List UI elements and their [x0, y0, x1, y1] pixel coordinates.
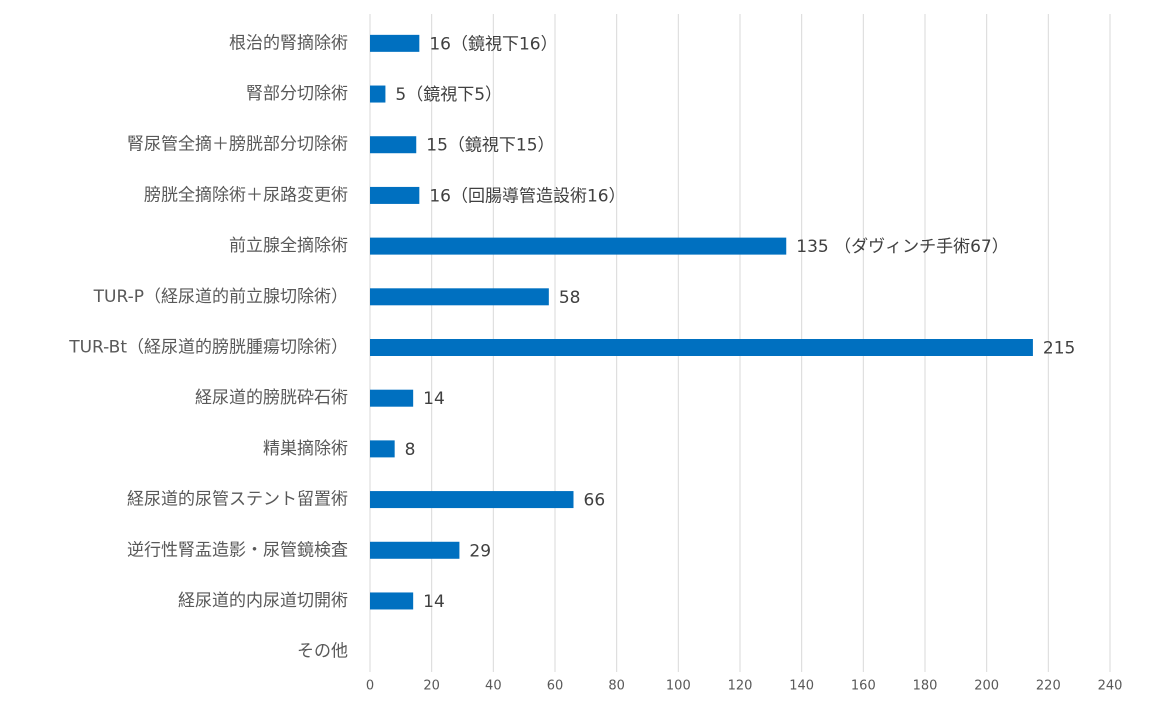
value-label: 5（鏡視下5）: [395, 85, 502, 105]
value-label: 135 （ダヴィンチ手術67）: [796, 237, 1008, 257]
value-label: 215: [1043, 339, 1075, 359]
value-label: 16（鏡視下16）: [429, 34, 557, 54]
y-tick-label: 経尿道的膀胱砕石術: [195, 388, 348, 408]
value-label: 58: [559, 288, 581, 308]
value-label: 8: [405, 440, 416, 460]
bar: [370, 288, 549, 306]
value-label: 15（鏡視下15）: [426, 136, 554, 156]
y-tick-label: その他: [297, 642, 348, 662]
y-tick-label: 前立腺全摘除術: [229, 236, 348, 256]
y-tick-label: 経尿道的内尿道切開術: [178, 591, 348, 611]
bar: [370, 389, 414, 407]
bar: [370, 186, 420, 204]
x-tick-label: 60: [547, 679, 564, 694]
x-tick-label: 240: [1098, 679, 1123, 694]
x-tick-label: 20: [423, 679, 440, 694]
bar: [370, 34, 420, 52]
value-label: 14: [423, 592, 445, 612]
value-label: 14: [423, 389, 445, 409]
value-label: 16（回腸導管造設術16）: [429, 186, 625, 206]
x-tick-label: 80: [608, 679, 625, 694]
y-tick-label: 膀胱全摘除術＋尿路変更術: [144, 185, 348, 205]
x-tick-label: 100: [666, 679, 691, 694]
x-tick-label: 120: [728, 679, 753, 694]
x-tick-label: 180: [913, 679, 938, 694]
x-tick-label: 200: [974, 679, 999, 694]
y-tick-label: 経尿道的尿管ステント留置術: [127, 490, 348, 510]
bar: [370, 541, 460, 559]
y-tick-label: 根治的腎摘除術: [229, 33, 348, 53]
value-label: 29: [469, 541, 491, 561]
x-tick-label: 160: [851, 679, 876, 694]
bar: [370, 592, 414, 610]
x-tick-label: 0: [366, 679, 374, 694]
bar: [370, 491, 574, 509]
y-tick-label: 腎尿管全摘＋膀胱部分切除術: [127, 135, 348, 155]
y-tick-label: TUR-Bt（経尿道的膀胱腫瘍切除術）: [68, 338, 348, 358]
bar: [370, 136, 417, 154]
x-tick-label: 220: [1036, 679, 1061, 694]
y-tick-label: 精巣摘除術: [263, 439, 348, 459]
value-label: 66: [584, 491, 606, 511]
y-tick-label: 逆行性腎盂造影・尿管鏡検査: [127, 540, 348, 560]
y-tick-label: TUR-P（経尿道的前立腺切除術）: [93, 287, 348, 307]
x-tick-label: 140: [789, 679, 814, 694]
bar: [370, 237, 787, 255]
bar: [370, 440, 395, 458]
bar: [370, 85, 386, 103]
x-tick-label: 40: [485, 679, 502, 694]
y-tick-label: 腎部分切除術: [246, 84, 348, 104]
bar: [370, 339, 1033, 356]
